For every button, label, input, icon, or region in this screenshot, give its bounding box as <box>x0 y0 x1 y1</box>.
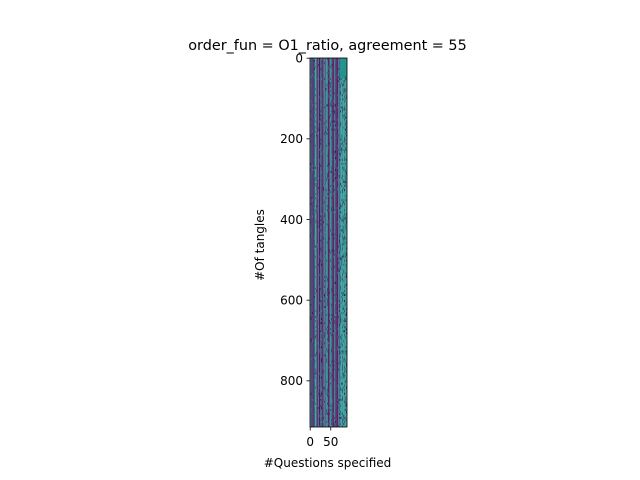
y-tick-label: 0 <box>295 52 303 66</box>
plot-frame <box>309 57 348 428</box>
y-tick-label: 200 <box>280 132 303 146</box>
heatmap-cells <box>310 58 348 427</box>
y-axis-label: #Of tangles <box>253 209 267 281</box>
y-axis: 0 200 400 600 800 <box>280 52 310 388</box>
x-axis: 0 50 <box>306 427 338 449</box>
chart-title: order_fun = O1_ratio, agreement = 55 <box>188 38 467 54</box>
heatmap-area <box>309 57 348 428</box>
y-tick-label: 600 <box>280 293 303 307</box>
x-tick-label: 50 <box>323 435 338 449</box>
y-tick-label: 400 <box>280 213 303 227</box>
x-tick-label: 0 <box>306 435 314 449</box>
y-tick-label: 800 <box>280 374 303 388</box>
x-axis-label: #Questions specified <box>264 456 392 470</box>
